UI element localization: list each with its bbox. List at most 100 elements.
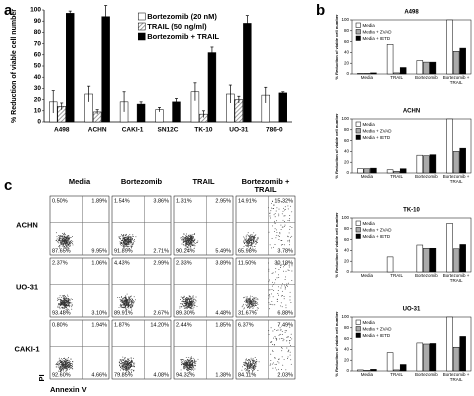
event-dot [186,237,188,239]
y-tick-label: 0 [346,269,349,274]
event-dot [253,305,255,307]
event-dot [126,238,128,239]
event-dot [277,263,279,265]
event-dot [123,367,125,369]
event-dot [127,239,129,241]
event-dot [187,238,188,240]
legend-swatch [355,233,361,239]
event-dot [284,331,286,333]
event-dot [189,367,191,368]
event-dot [124,298,126,300]
event-dot [190,364,192,366]
event-dot [189,371,190,373]
event-dot [275,267,277,269]
event-dot [60,240,62,242]
event-dot [191,364,193,366]
event-dot [247,298,248,300]
x-tick-label: UO-31 [229,127,249,134]
event-dot [287,205,289,207]
event-dot [129,241,131,243]
event-dot [255,243,257,245]
legend-swatch [355,134,361,140]
event-dot [246,305,248,307]
event-dot [121,236,123,238]
bar [370,167,377,174]
event-dot [130,307,132,308]
event-dot [194,247,195,249]
event-dot [63,241,64,243]
y-axis-label: % Reduction of viable cell number [11,9,18,123]
event-dot [246,364,248,366]
event-dot [251,234,253,236]
event-dot [269,293,271,295]
flow-plot: 6.37% 7.49%84.11% 2.03% [235,319,296,380]
event-dot [61,367,63,369]
event-dot [258,361,260,363]
event-dot [125,369,127,371]
event-dot [251,365,253,367]
y-tick-label: 0 [346,368,349,373]
event-dot [61,307,63,309]
event-dot [181,300,183,302]
event-dot [193,365,194,367]
event-dot [187,305,189,307]
event-dot [252,366,254,368]
quadrant-percent: 93.48% [52,310,71,316]
legend-swatch [137,22,146,31]
event-dot [132,243,134,245]
event-dot [253,303,255,305]
event-dot [273,290,275,292]
event-dot [131,357,132,359]
event-dot [185,303,187,305]
event-dot [252,237,254,239]
event-dot [247,299,249,301]
event-dot [180,359,182,361]
event-dot [271,300,273,302]
event-dot [65,370,67,372]
event-dot [126,293,128,295]
event-dot [121,299,123,301]
event-dot [249,370,251,372]
event-dot [273,214,275,216]
event-dot [253,302,255,304]
event-dot [134,240,136,242]
event-dot [124,363,126,365]
event-dot [191,304,193,305]
event-dot [195,242,197,244]
event-dot [120,359,122,361]
flow-plot: 2.44% 1.85%94.32% 1.38% [173,319,234,380]
event-dot [126,362,128,364]
event-dot [69,303,70,305]
event-dot [60,298,62,300]
event-dot [191,244,193,246]
quadrant-percent: 6.37% [238,322,254,328]
event-dot [244,300,245,302]
event-dot [63,305,65,307]
event-dot [189,296,191,298]
event-dot [63,233,64,235]
flow-plot: 0.80% 1.94%92.60% 4.66% [49,319,110,380]
event-dot [66,369,68,371]
event-dot [193,361,195,363]
event-dot [192,364,194,365]
event-dot [190,298,192,300]
event-dot [184,363,186,365]
event-dot [194,233,196,235]
event-dot [192,368,193,370]
event-dot [190,358,192,360]
event-dot [189,357,191,359]
event-dot [64,357,65,359]
y-tick-label: 80 [344,127,350,132]
event-dot [275,237,277,239]
quadrant-percent: 14.20% [150,322,169,328]
event-dot [274,329,276,331]
event-dot [126,309,128,311]
x-axis-label: Annexin V [50,385,87,394]
event-dot [189,368,191,370]
event-dot [125,240,127,242]
event-dot [254,365,256,367]
event-dot [272,281,273,283]
event-dot [57,370,59,372]
event-dot [283,339,285,341]
quadrant-percent: 30.18% [274,260,293,266]
